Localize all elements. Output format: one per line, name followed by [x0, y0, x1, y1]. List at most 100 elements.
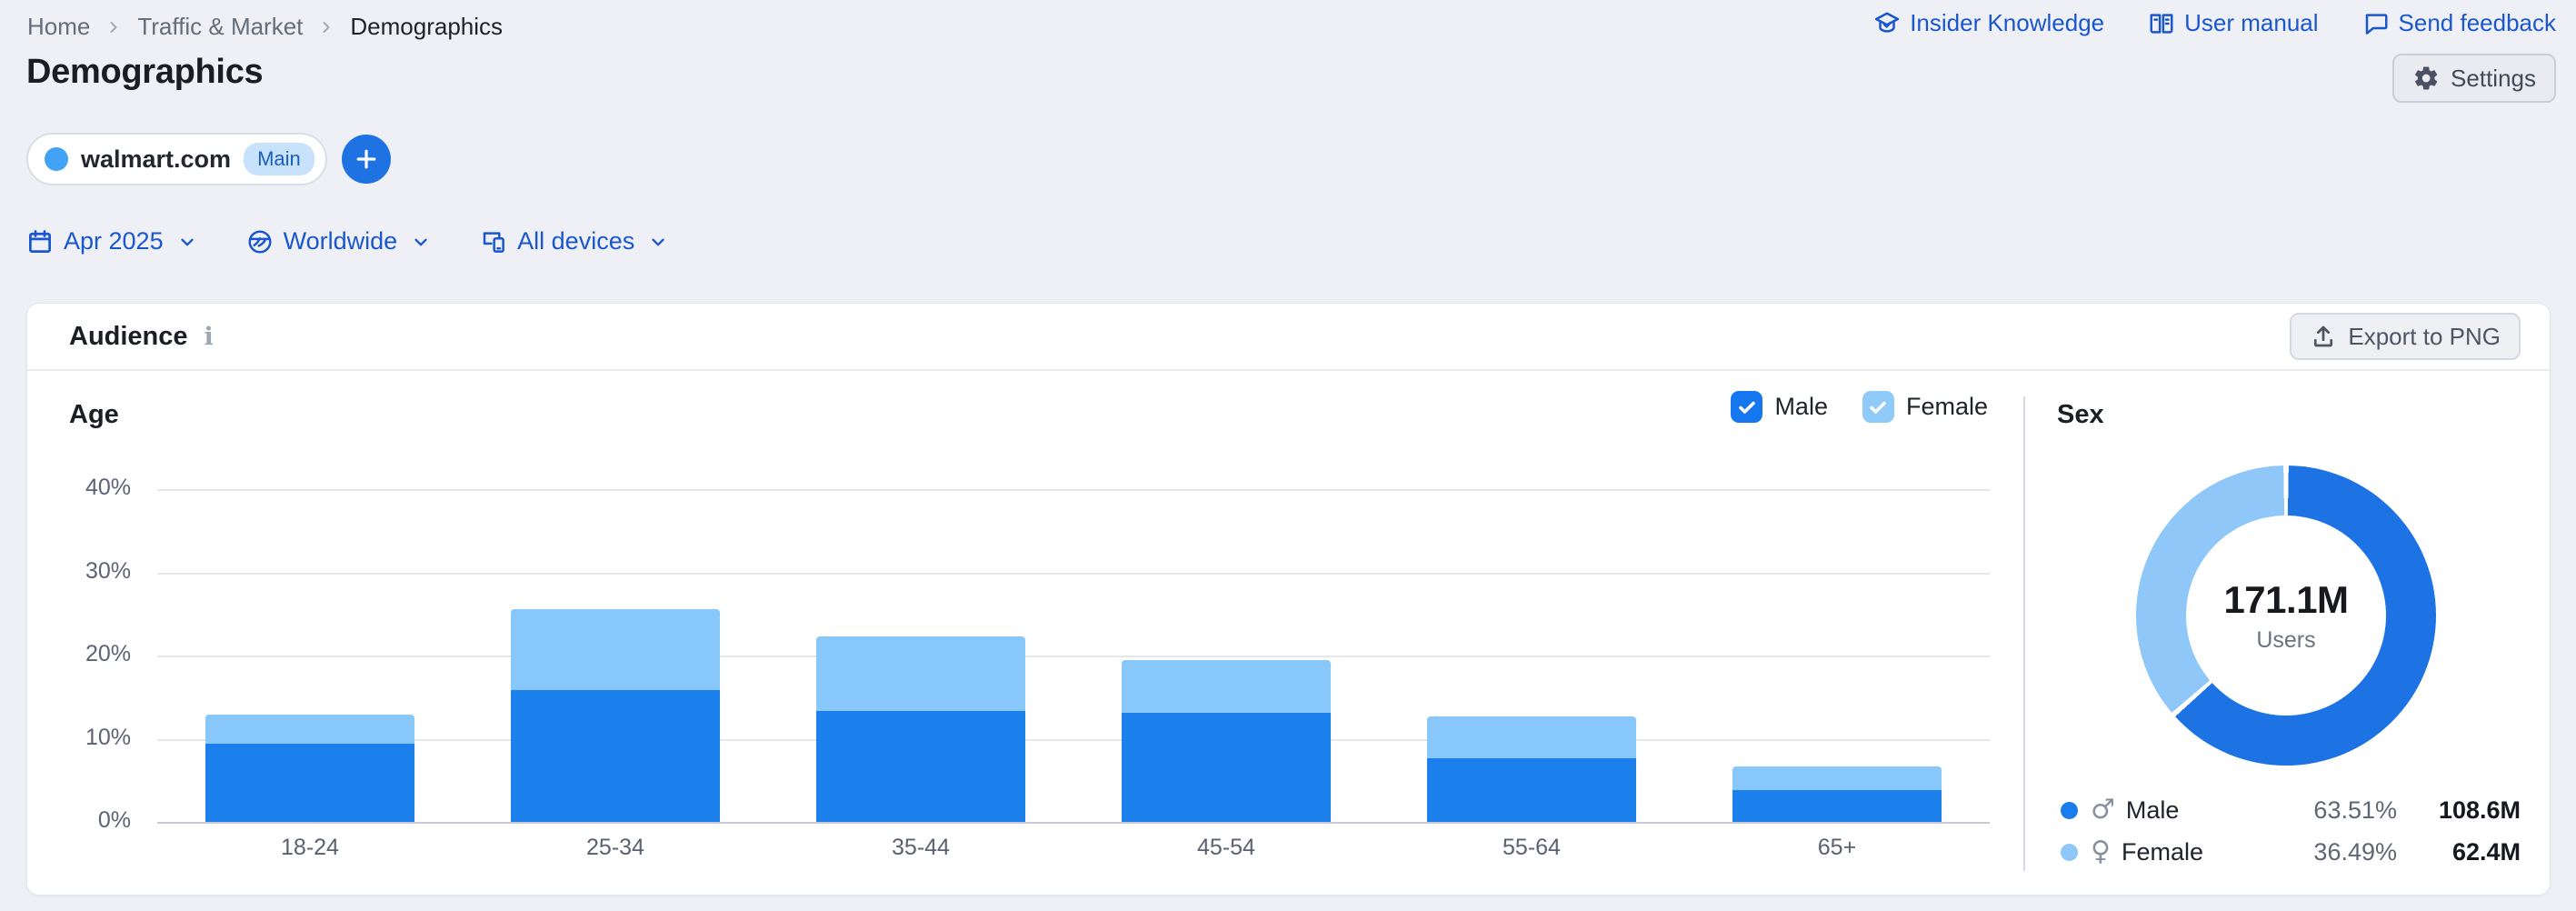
gear-icon	[2412, 65, 2440, 92]
bar-group-35-44[interactable]	[768, 636, 1073, 822]
add-competitor-button[interactable]	[341, 135, 391, 184]
globe-icon	[246, 228, 274, 255]
y-axis-tick: 10%	[85, 724, 131, 750]
target-domain: walmart.com	[81, 145, 232, 173]
region-filter[interactable]: Worldwide	[246, 227, 432, 255]
breadcrumb: Home Traffic & Market Demographics	[27, 13, 503, 41]
y-axis-tick: 30%	[85, 557, 131, 584]
male-checkbox[interactable]	[1731, 391, 1763, 423]
info-icon[interactable]: i	[204, 322, 214, 351]
chevron-down-icon	[648, 232, 668, 252]
target-color-dot	[45, 147, 68, 171]
chevron-down-icon	[411, 232, 431, 252]
main-badge: Main	[244, 143, 315, 175]
sex-stat-row-female: ♀ Female 36.49% 62.4M	[2061, 831, 2521, 873]
male-sign-icon: ♂	[2091, 794, 2115, 826]
user-manual-label: User manual	[2184, 9, 2319, 36]
user-manual-link[interactable]: User manual	[2148, 9, 2319, 37]
female-checkbox[interactable]	[1862, 391, 1894, 423]
send-feedback-link[interactable]: Send feedback	[2362, 9, 2556, 37]
breadcrumb-current: Demographics	[350, 13, 504, 40]
male-bar-segment	[1427, 757, 1636, 822]
plus-icon	[353, 145, 380, 173]
filters-bar: Apr 2025 Worldwide All devices	[26, 227, 668, 255]
bar-group-25-34[interactable]	[463, 608, 768, 822]
date-filter-value: Apr 2025	[64, 227, 164, 255]
bar-group-45-54[interactable]	[1073, 659, 1379, 822]
gridline	[157, 489, 1990, 491]
female-legend-label: Female	[1905, 393, 1988, 420]
target-chip-row: walmart.com Main	[26, 133, 391, 185]
section-divider	[2023, 396, 2025, 871]
sex-section-title: Sex	[2057, 400, 2104, 429]
female-stat-label: Female	[2121, 837, 2204, 866]
page-title: Demographics	[26, 53, 264, 91]
breadcrumb-traffic-market[interactable]: Traffic & Market	[137, 13, 304, 40]
calendar-icon	[26, 228, 54, 255]
target-chip[interactable]: walmart.com Main	[26, 133, 327, 185]
header-links: Insider Knowledge User manual Send feedb…	[1873, 9, 2556, 37]
male-bar-segment	[816, 711, 1025, 822]
legend-item-female[interactable]: Female	[1862, 391, 1988, 423]
age-section-title: Age	[69, 400, 119, 429]
book-icon	[2148, 10, 2175, 37]
male-stat-label: Male	[2125, 796, 2180, 824]
sex-donut-chart: 171.1M Users	[2136, 466, 2436, 766]
female-bar-segment	[511, 608, 720, 690]
female-bar-segment	[205, 714, 414, 744]
x-axis-label: 25-34	[586, 835, 644, 860]
region-filter-value: Worldwide	[283, 227, 398, 255]
male-bar-segment	[205, 744, 414, 822]
devices-filter-value: All devices	[517, 227, 635, 255]
female-sign-icon: ♀	[2091, 836, 2111, 867]
chevron-right-icon	[105, 18, 123, 36]
bar-group-65+[interactable]	[1684, 766, 1990, 822]
gridline	[157, 572, 1990, 575]
y-axis-tick: 0%	[97, 807, 131, 833]
x-axis-label: 35-44	[892, 835, 950, 860]
female-bar-segment	[1122, 659, 1331, 714]
total-users-value: 171.1M	[2223, 577, 2349, 621]
female-bar-segment	[1427, 716, 1636, 758]
devices-filter[interactable]: All devices	[480, 227, 668, 255]
gridline	[157, 822, 1990, 824]
export-png-label: Export to PNG	[2348, 322, 2501, 350]
y-axis-tick: 20%	[85, 641, 131, 666]
male-bar-segment	[511, 689, 720, 822]
chevron-down-icon	[177, 232, 197, 252]
chevron-right-icon	[317, 18, 335, 36]
check-icon	[1867, 396, 1889, 418]
settings-button[interactable]: Settings	[2392, 54, 2556, 103]
y-axis-tick: 40%	[85, 475, 131, 500]
x-axis-label: 18-24	[281, 835, 339, 860]
settings-label: Settings	[2451, 64, 2536, 92]
audience-card: Audience i Export to PNG Age Male	[26, 303, 2551, 896]
audience-title: Audience	[69, 321, 188, 351]
audience-card-body: Age Male Female 40% 30% 20% 10% 0% 18-2	[27, 371, 2550, 895]
audience-card-header: Audience i Export to PNG	[27, 304, 2550, 371]
send-feedback-label: Send feedback	[2398, 9, 2556, 36]
sex-stat-row-male: ♂ Male 63.51% 108.6M	[2061, 789, 2521, 831]
male-legend-label: Male	[1774, 393, 1828, 420]
bar-group-18-24[interactable]	[157, 714, 463, 822]
export-png-button[interactable]: Export to PNG	[2290, 313, 2521, 360]
x-axis-label: 45-54	[1197, 835, 1255, 860]
legend-item-male[interactable]: Male	[1731, 391, 1828, 423]
gridline	[157, 656, 1990, 657]
bar-group-55-64[interactable]	[1379, 716, 1684, 822]
insider-knowledge-label: Insider Knowledge	[1910, 9, 2105, 36]
male-dot	[2061, 801, 2078, 819]
academy-cap-icon	[1873, 10, 1901, 37]
export-upload-icon	[2310, 323, 2337, 350]
breadcrumb-home[interactable]: Home	[27, 13, 91, 40]
male-users-value: 108.6M	[2438, 796, 2521, 824]
x-axis-label: 65+	[1817, 835, 1857, 860]
male-bar-segment	[1732, 790, 1942, 822]
gridline	[157, 738, 1990, 741]
date-filter[interactable]: Apr 2025	[26, 227, 197, 255]
male-bar-segment	[1122, 713, 1331, 822]
insider-knowledge-link[interactable]: Insider Knowledge	[1873, 9, 2104, 37]
x-axis-label: 55-64	[1503, 835, 1561, 860]
devices-icon	[480, 228, 507, 255]
feedback-bubble-icon	[2362, 10, 2390, 37]
